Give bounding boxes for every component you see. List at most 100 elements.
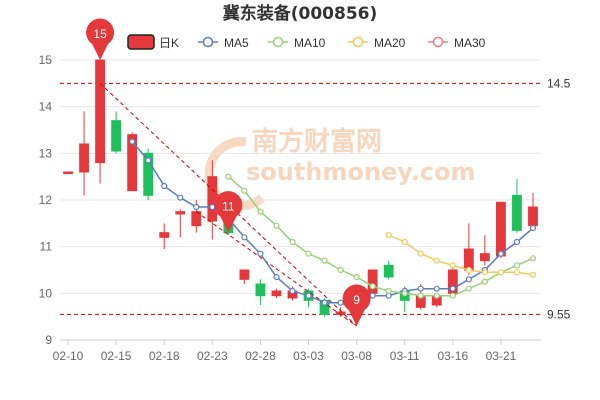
- y-tick-label: 15: [39, 53, 53, 67]
- candle-body: [111, 120, 122, 152]
- moving-average-lines: [99, 82, 537, 327]
- legend-label: MA20: [374, 36, 406, 50]
- legend-label: 日K: [159, 36, 179, 50]
- ma5-point: [449, 285, 456, 292]
- ma5-point: [369, 292, 376, 299]
- candle: [111, 111, 122, 154]
- ma20-point: [481, 269, 488, 276]
- ma5-point: [305, 292, 312, 299]
- candle-body: [512, 194, 522, 231]
- candle-body: [159, 232, 170, 238]
- candle: [496, 201, 506, 259]
- candle: [383, 260, 394, 280]
- candle: [528, 193, 538, 228]
- x-tick-label: 03-03: [293, 349, 324, 363]
- legend-swatch-dot: [352, 36, 364, 48]
- y-tick-label: 14: [39, 100, 53, 114]
- pin-shape: [214, 191, 243, 233]
- ma10-point: [385, 287, 392, 295]
- candle: [335, 307, 346, 317]
- legend-item-ma20[interactable]: MA20: [348, 36, 406, 50]
- price-pin-marker: 15: [86, 18, 115, 60]
- x-tick-label: 03-11: [390, 349, 420, 363]
- ma10-point: [417, 292, 424, 299]
- grid: [60, 59, 541, 341]
- reference-lines: 14.5 9.55: [60, 76, 571, 321]
- legend-item-ma10[interactable]: MA10: [268, 36, 326, 50]
- ma10-point: [289, 238, 296, 246]
- ma10-point: [401, 290, 408, 297]
- candle-body: [479, 253, 490, 262]
- candle-body: [175, 211, 186, 215]
- ma5-point: [497, 250, 505, 257]
- ma5-point: [513, 238, 521, 246]
- x-tick-label: 02-28: [245, 349, 276, 363]
- ma20-point: [513, 269, 521, 276]
- ma5-point: [145, 157, 152, 164]
- ma20-point: [529, 271, 537, 278]
- legend-item-k[interactable]: 日K: [127, 34, 179, 50]
- candle-body: [239, 269, 250, 280]
- ma20-point: [497, 269, 505, 276]
- watermark-cn: 南方财富网: [252, 126, 382, 157]
- legend-label: MA10: [294, 36, 326, 50]
- ma10-point: [513, 262, 521, 269]
- trend-line: [195, 211, 357, 327]
- ma20-point: [465, 266, 472, 274]
- x-tick-label: 02-23: [197, 349, 228, 363]
- y-tick-label: 12: [39, 193, 53, 207]
- ma5-point: [161, 182, 168, 190]
- ma10-point: [305, 250, 312, 257]
- pin-label: 11: [222, 200, 235, 214]
- price-pin-marker: 11: [214, 191, 243, 233]
- ma10-point: [321, 257, 328, 264]
- ma10-point: [273, 222, 280, 229]
- ma10-point: [241, 187, 248, 194]
- candle: [63, 171, 73, 174]
- x-tick-label: 02-18: [149, 349, 180, 363]
- candle-body: [496, 201, 506, 257]
- candle: [159, 223, 170, 249]
- ma10-point: [225, 173, 232, 180]
- ma10-point: [465, 285, 472, 292]
- ma5-point: [209, 203, 216, 211]
- candle-body: [255, 283, 266, 297]
- axes: 9 10 11 12 13 14 15 02-10 02-15 02-18 02-23 02-28 03…: [39, 53, 541, 363]
- candle-body: [271, 290, 282, 297]
- ma5-point: [129, 138, 136, 145]
- candle-body: [463, 248, 474, 271]
- ma5-point: [257, 250, 264, 257]
- ma5-point: [529, 224, 537, 232]
- legend-swatch-dot: [272, 36, 284, 48]
- ma10-point: [449, 292, 456, 299]
- candle-body: [383, 264, 394, 278]
- pin-label: 9: [353, 293, 360, 307]
- y-tick-label: 11: [40, 240, 53, 254]
- legend: 日K MA5 MA10 MA20 MA30: [127, 34, 486, 50]
- reference-line-label: 14.5: [547, 76, 571, 90]
- ma10-point: [529, 255, 537, 262]
- ma20-point: [417, 250, 424, 257]
- candle-body: [143, 152, 154, 196]
- legend-item-ma30[interactable]: MA30: [428, 36, 486, 50]
- ma5-point: [433, 285, 440, 292]
- legend-item-ma5[interactable]: MA5: [198, 36, 249, 50]
- candle: [79, 111, 89, 196]
- candle: [512, 179, 522, 233]
- candle-body: [207, 176, 218, 222]
- price-pin-marker: 9: [342, 284, 371, 326]
- ma10-point: [369, 283, 376, 290]
- x-tick-label: 03-08: [341, 349, 372, 363]
- legend-swatch-candle: [127, 34, 155, 50]
- ma10-point: [257, 208, 264, 215]
- pin-label: 15: [93, 27, 107, 41]
- markers: 15 11 9: [86, 18, 371, 326]
- ma5-point: [241, 234, 248, 241]
- candle-body: [191, 211, 202, 227]
- candle-body: [127, 134, 138, 192]
- ma5-point: [177, 194, 184, 201]
- ma10-point: [481, 278, 488, 285]
